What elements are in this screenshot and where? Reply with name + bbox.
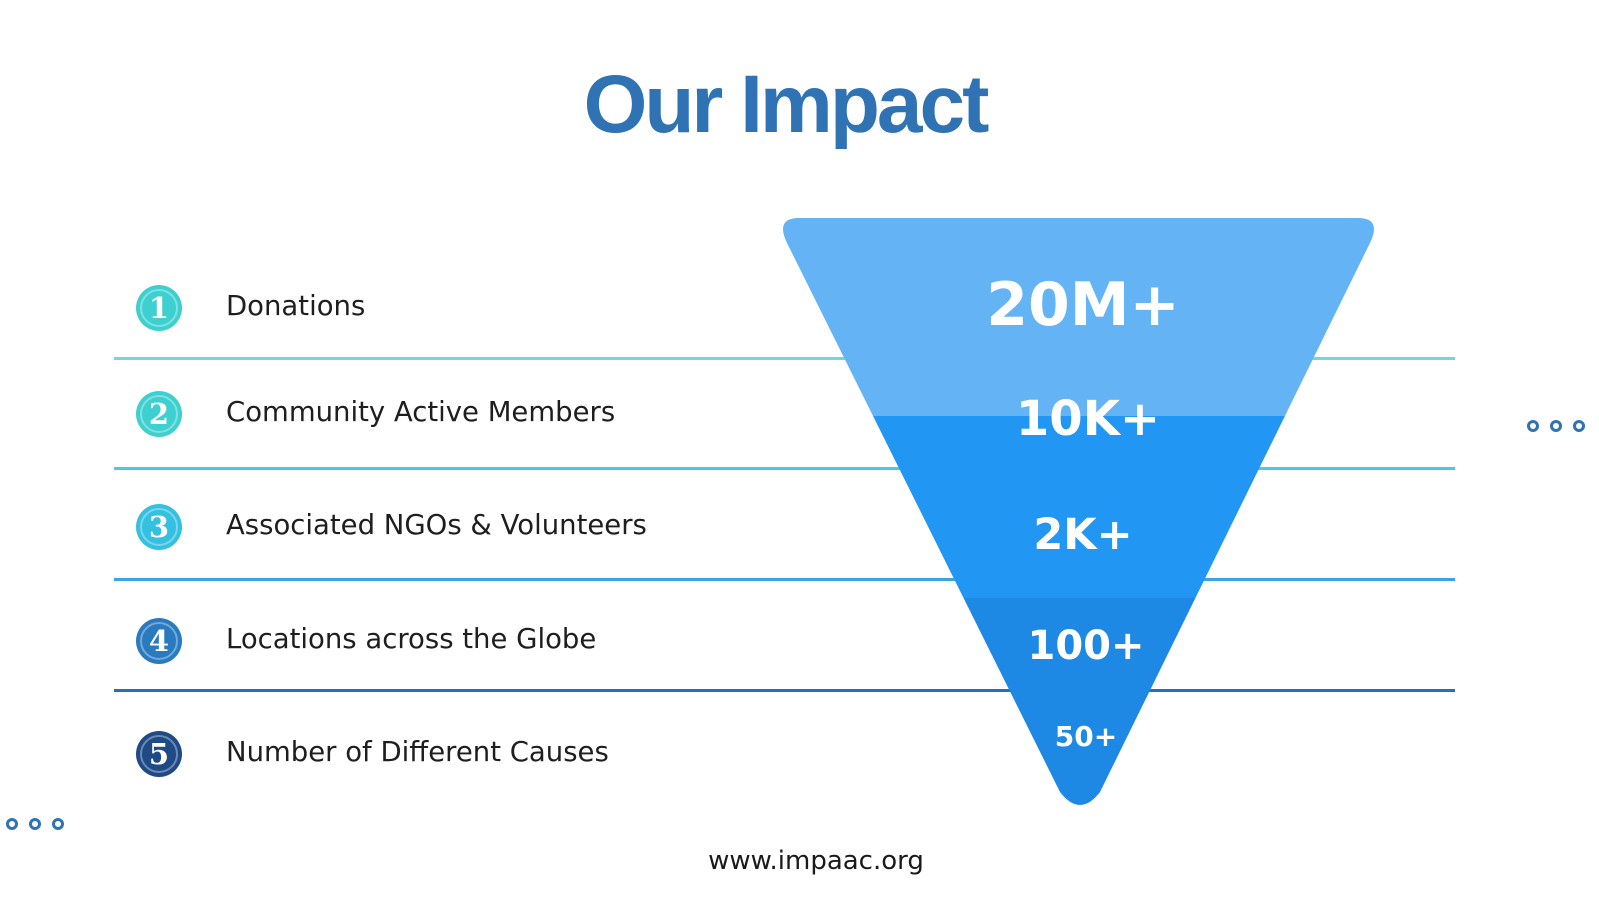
decorative-dots-right bbox=[1527, 420, 1585, 432]
divider-2 bbox=[114, 467, 1455, 470]
badge-number: 4 bbox=[149, 624, 169, 658]
row-label-1: Donations bbox=[226, 290, 366, 322]
website-url[interactable]: www.impaac.org bbox=[708, 846, 924, 876]
badge-number: 2 bbox=[149, 397, 169, 431]
divider-4 bbox=[114, 689, 1455, 692]
value-locations: 100+ bbox=[1027, 623, 1144, 669]
dot-icon bbox=[29, 818, 41, 830]
value-causes: 50+ bbox=[1055, 720, 1117, 753]
divider-3 bbox=[114, 578, 1455, 581]
badge-number: 1 bbox=[149, 291, 169, 325]
row-label-3: Associated NGOs & Volunteers bbox=[226, 509, 647, 541]
value-donations: 20M+ bbox=[986, 270, 1179, 340]
dot-icon bbox=[1527, 420, 1539, 432]
number-badge-5-icon: 5 bbox=[136, 731, 182, 777]
dot-icon bbox=[52, 818, 64, 830]
row-label-2: Community Active Members bbox=[226, 396, 616, 428]
value-members: 10K+ bbox=[1016, 391, 1160, 447]
badge-number: 3 bbox=[149, 510, 169, 544]
funnel-band-top bbox=[783, 218, 1374, 416]
decorative-dots-left bbox=[6, 818, 64, 830]
row-label-4: Locations across the Globe bbox=[226, 623, 597, 655]
divider-1 bbox=[114, 357, 1455, 360]
dot-icon bbox=[1573, 420, 1585, 432]
dot-icon bbox=[1550, 420, 1562, 432]
page-title: Our Impact bbox=[583, 59, 990, 150]
row-label-5: Number of Different Causes bbox=[226, 736, 609, 768]
badge-number: 5 bbox=[149, 737, 169, 771]
number-badge-2-icon: 2 bbox=[136, 391, 182, 437]
dot-icon bbox=[6, 818, 18, 830]
number-badge-1-icon: 1 bbox=[136, 285, 182, 331]
value-ngos: 2K+ bbox=[1033, 510, 1132, 560]
number-badge-3-icon: 3 bbox=[136, 504, 182, 550]
number-badge-4-icon: 4 bbox=[136, 618, 182, 664]
